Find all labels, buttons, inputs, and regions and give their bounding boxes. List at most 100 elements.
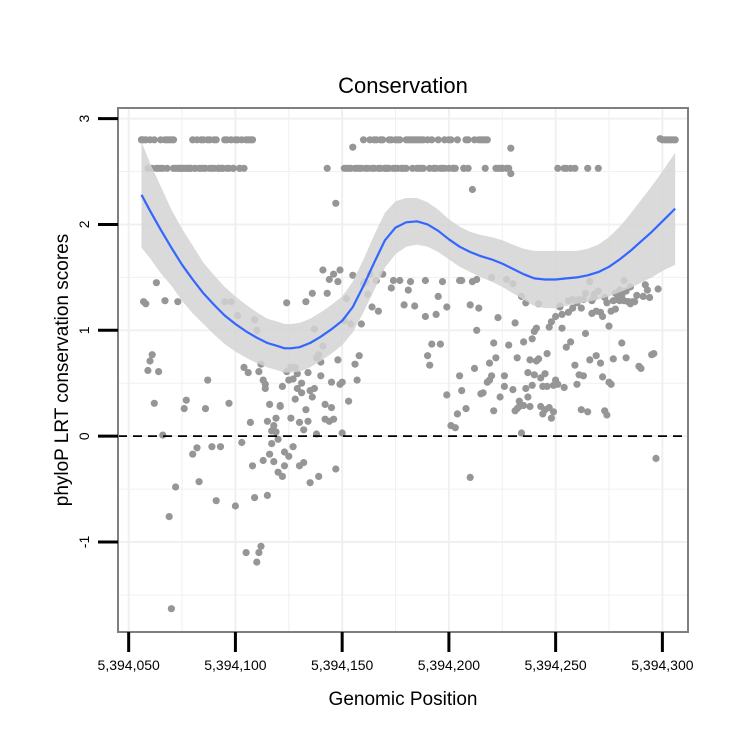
data-point xyxy=(165,513,173,521)
data-point xyxy=(424,352,432,360)
data-point xyxy=(541,370,549,378)
data-point xyxy=(560,383,568,392)
data-point xyxy=(579,372,588,380)
data-point xyxy=(567,338,575,346)
data-point xyxy=(300,459,308,467)
data-point xyxy=(298,379,306,387)
data-point xyxy=(174,298,182,306)
data-point xyxy=(152,279,160,287)
data-point xyxy=(229,164,237,172)
data-point xyxy=(586,356,594,364)
x-tick-label: 5,394,100 xyxy=(204,657,266,673)
data-point xyxy=(402,164,410,172)
data-point xyxy=(357,320,365,328)
data-point xyxy=(308,393,316,401)
data-point xyxy=(167,605,175,613)
data-point xyxy=(483,136,491,144)
data-point xyxy=(562,343,570,351)
data-point xyxy=(488,372,496,380)
x-tick-label: 5,394,150 xyxy=(311,657,373,673)
data-point xyxy=(251,494,259,502)
data-point xyxy=(225,399,233,407)
y-tick-label: -1 xyxy=(76,536,92,549)
data-point xyxy=(159,431,167,439)
data-point xyxy=(263,417,271,425)
data-point xyxy=(396,136,404,144)
data-point xyxy=(569,304,577,312)
data-point xyxy=(485,359,494,367)
data-point xyxy=(468,185,476,194)
data-point xyxy=(654,285,662,293)
data-point xyxy=(492,354,500,362)
data-point xyxy=(513,405,521,413)
data-point xyxy=(404,286,412,294)
data-point xyxy=(532,357,541,365)
data-point xyxy=(263,491,271,499)
data-point xyxy=(231,502,239,510)
data-point xyxy=(526,402,534,411)
data-point xyxy=(611,305,620,313)
x-tick-label: 5,394,250 xyxy=(524,657,586,673)
data-point xyxy=(283,299,291,307)
data-point xyxy=(453,136,461,144)
data-point xyxy=(650,350,658,358)
data-point xyxy=(532,324,541,332)
data-point xyxy=(285,452,293,460)
data-point xyxy=(607,380,615,388)
data-point xyxy=(142,300,150,308)
confidence-band xyxy=(141,141,676,373)
data-point xyxy=(195,478,203,486)
y-tick-label: 3 xyxy=(76,114,92,122)
data-point xyxy=(272,414,280,422)
data-point xyxy=(208,443,216,451)
data-point xyxy=(295,418,304,426)
chart-title: Conservation xyxy=(338,73,468,98)
data-point xyxy=(592,352,600,360)
x-axis-label: Genomic Position xyxy=(329,689,478,710)
data-point xyxy=(353,376,361,384)
data-point xyxy=(633,291,641,299)
data-point xyxy=(266,400,274,408)
data-point xyxy=(421,312,429,321)
data-point xyxy=(270,458,278,466)
data-point xyxy=(622,354,630,362)
data-point xyxy=(255,368,263,376)
data-point xyxy=(193,444,201,452)
data-point xyxy=(466,301,474,309)
data-point xyxy=(458,387,466,395)
data-point xyxy=(155,368,163,376)
data-point xyxy=(456,372,464,380)
data-point xyxy=(201,405,210,413)
data-point xyxy=(300,426,308,434)
data-point xyxy=(443,391,451,399)
x-tick-label: 5,394,200 xyxy=(418,657,480,673)
data-point xyxy=(421,276,429,285)
data-point xyxy=(462,405,470,413)
data-point xyxy=(157,164,165,172)
data-point xyxy=(334,356,342,364)
data-point xyxy=(285,376,293,384)
data-point xyxy=(191,164,199,172)
data-point xyxy=(236,164,244,172)
data-point xyxy=(242,549,250,557)
data-point xyxy=(581,329,590,338)
data-point xyxy=(302,298,310,306)
data-point xyxy=(530,371,538,379)
data-point xyxy=(419,164,427,172)
data-point xyxy=(500,382,508,390)
data-point xyxy=(652,454,660,462)
data-point xyxy=(351,360,359,368)
y-tick-label: 1 xyxy=(76,326,92,334)
data-point xyxy=(524,393,532,401)
data-point xyxy=(280,462,289,470)
data-point xyxy=(428,340,436,348)
data-point xyxy=(246,418,254,426)
smooth-line xyxy=(140,194,676,350)
data-point xyxy=(594,164,602,172)
data-point xyxy=(278,382,286,390)
data-point xyxy=(464,136,472,144)
data-point xyxy=(330,270,338,278)
data-point xyxy=(490,339,498,347)
data-point xyxy=(507,144,515,152)
